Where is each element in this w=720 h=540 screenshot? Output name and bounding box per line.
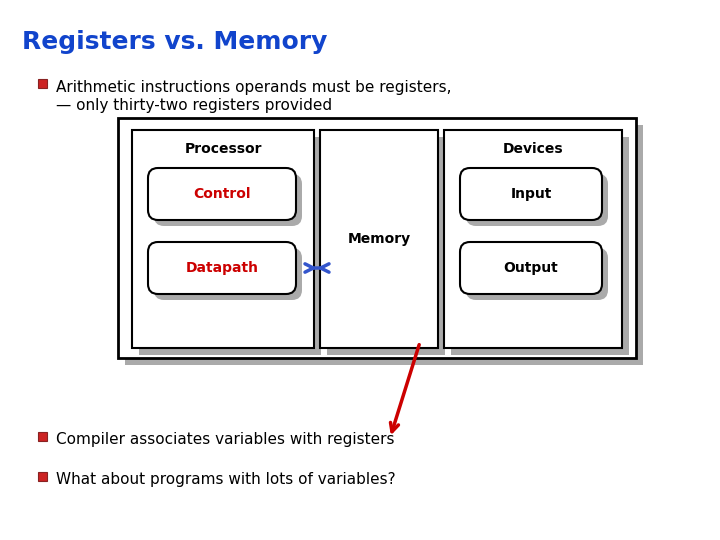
Text: Control: Control: [193, 187, 251, 201]
FancyBboxPatch shape: [148, 168, 296, 220]
FancyBboxPatch shape: [466, 174, 608, 226]
FancyBboxPatch shape: [37, 78, 47, 87]
Text: Datapath: Datapath: [186, 261, 258, 275]
FancyBboxPatch shape: [125, 125, 643, 365]
Text: — only thirty-two registers provided: — only thirty-two registers provided: [56, 98, 332, 113]
FancyBboxPatch shape: [118, 118, 636, 358]
FancyBboxPatch shape: [148, 242, 296, 294]
Text: Compiler associates variables with registers: Compiler associates variables with regis…: [56, 432, 395, 447]
Text: Memory: Memory: [348, 232, 410, 246]
FancyBboxPatch shape: [444, 130, 622, 348]
FancyBboxPatch shape: [451, 137, 629, 355]
FancyBboxPatch shape: [154, 248, 302, 300]
FancyBboxPatch shape: [37, 431, 47, 441]
FancyBboxPatch shape: [460, 242, 602, 294]
FancyBboxPatch shape: [132, 130, 314, 348]
FancyBboxPatch shape: [139, 137, 321, 355]
FancyBboxPatch shape: [460, 168, 602, 220]
FancyBboxPatch shape: [154, 174, 302, 226]
Text: Arithmetic instructions operands must be registers,: Arithmetic instructions operands must be…: [56, 80, 451, 95]
Text: Devices: Devices: [503, 142, 563, 156]
Text: Input: Input: [510, 187, 552, 201]
Text: Processor: Processor: [184, 142, 262, 156]
FancyBboxPatch shape: [466, 248, 608, 300]
Text: What about programs with lots of variables?: What about programs with lots of variabl…: [56, 472, 395, 487]
FancyBboxPatch shape: [37, 471, 47, 481]
Text: Output: Output: [503, 261, 559, 275]
FancyBboxPatch shape: [327, 137, 445, 355]
Text: Registers vs. Memory: Registers vs. Memory: [22, 30, 328, 54]
FancyBboxPatch shape: [320, 130, 438, 348]
